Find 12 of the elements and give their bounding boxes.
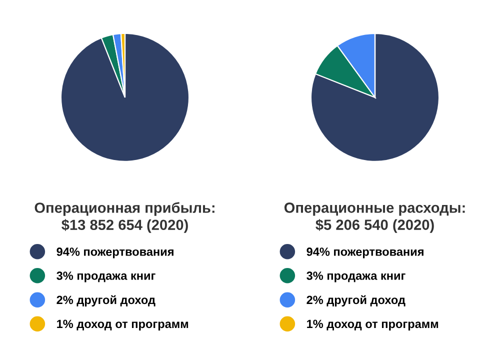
legend-label: 2% другой доход: [306, 295, 406, 306]
legend-label: 3% продажа книг: [56, 272, 156, 282]
pie-slice: [60, 32, 190, 162]
text: Операционные расходы: $5 206 540 (2020): [284, 202, 465, 233]
pie-slice: [310, 32, 440, 162]
legend-label: 94% пожертвования: [56, 248, 174, 258]
text: Операционная прибыль: $13 852 654 (2020): [34, 202, 214, 233]
legend-label: 1% доход от программ: [57, 320, 188, 330]
legend-label: 3% продажа книг: [306, 272, 406, 282]
legend-label: 1% доход от программ: [307, 320, 438, 330]
legend-label: 94% пожертвования: [306, 248, 424, 258]
legend-label: 2% другой доход: [56, 295, 156, 306]
